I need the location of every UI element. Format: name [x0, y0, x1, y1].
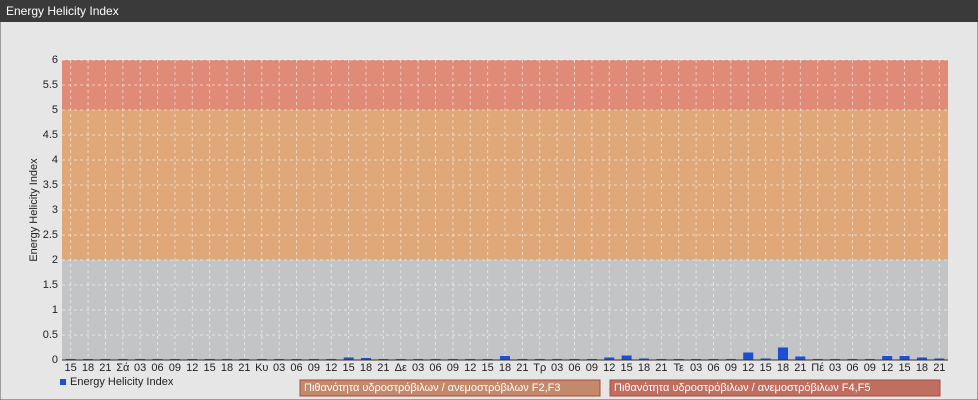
bar	[638, 358, 649, 360]
y-tick-label: 6	[52, 54, 58, 66]
x-tick-label: Σά	[116, 362, 130, 374]
y-tick-label: 0.5	[43, 329, 58, 341]
y-tick-label: 1	[52, 304, 58, 316]
y-tick-label: 1.5	[43, 279, 58, 291]
bar	[500, 356, 510, 360]
bar	[882, 356, 893, 360]
x-tick-label: 15	[620, 362, 632, 374]
chart-title: Energy Helicity Index	[6, 4, 119, 18]
y-tick-label: 3	[52, 204, 58, 216]
band-legend-label: Πιθανότητα υδροστρόβιλων / ανεμοστρόβιλω…	[614, 382, 871, 394]
x-tick-label: 09	[725, 362, 737, 374]
x-tick-label: 03	[134, 362, 146, 374]
x-tick-label: 21	[516, 362, 528, 374]
x-tick-label: 15	[482, 362, 494, 374]
x-tick-label: 15	[65, 362, 77, 374]
y-tick-label: 5	[52, 104, 58, 116]
y-tick-label: 0	[52, 354, 58, 366]
x-tick-label: Πέ	[811, 362, 824, 374]
x-tick-label: 21	[238, 362, 250, 374]
x-tick-label: 18	[499, 362, 511, 374]
x-tick-label: 03	[551, 362, 563, 374]
x-tick-label: 18	[360, 362, 372, 374]
band-legend-label: Πιθανότητα υδροστρόβιλων / ανεμοστρόβιλω…	[304, 382, 561, 394]
x-tick-label: Κυ	[255, 362, 268, 374]
x-tick-label: 12	[464, 362, 476, 374]
x-tick-label: 12	[186, 362, 198, 374]
x-tick-label: 09	[169, 362, 181, 374]
title-bar	[0, 0, 978, 22]
x-tick-label: 21	[99, 362, 111, 374]
bar	[343, 357, 354, 360]
bar	[604, 357, 615, 360]
x-tick-label: 06	[568, 362, 580, 374]
x-tick-label: 09	[447, 362, 459, 374]
x-tick-label: 21	[933, 362, 945, 374]
x-tick-label: 09	[864, 362, 876, 374]
x-tick-label: 12	[603, 362, 615, 374]
x-tick-label: 09	[586, 362, 598, 374]
x-tick-label: 18	[638, 362, 650, 374]
y-axis-label: Energy Helicity Index	[28, 158, 40, 262]
bar	[934, 358, 945, 360]
x-tick-label: 18	[777, 362, 789, 374]
x-tick-label: Τε	[674, 362, 685, 374]
bar	[795, 356, 806, 360]
x-tick-label: 12	[742, 362, 754, 374]
x-tick-label: 21	[794, 362, 806, 374]
x-tick-label: 18	[82, 362, 94, 374]
bar	[621, 355, 632, 360]
x-tick-label: 21	[655, 362, 667, 374]
y-tick-label: 4	[52, 154, 58, 166]
x-tick-label: 06	[846, 362, 858, 374]
y-tick-label: 2	[52, 254, 58, 266]
y-tick-label: 4.5	[43, 129, 58, 141]
x-tick-label: 18	[221, 362, 233, 374]
x-tick-label: 15	[759, 362, 771, 374]
x-tick-label: 06	[707, 362, 719, 374]
x-tick-label: 06	[290, 362, 302, 374]
x-tick-label: Τρ	[533, 362, 546, 374]
band-legend-box	[609, 379, 941, 397]
x-tick-label: 12	[325, 362, 337, 374]
x-tick-label: 03	[412, 362, 424, 374]
bar	[777, 347, 788, 360]
x-tick-label: 03	[690, 362, 702, 374]
y-tick-label: 2.5	[43, 229, 58, 241]
legend-label: Energy Helicity Index	[70, 376, 174, 388]
x-tick-label: 09	[308, 362, 320, 374]
bar	[361, 358, 372, 360]
bar	[743, 352, 754, 360]
x-tick-label: 06	[429, 362, 441, 374]
legend-swatch	[60, 379, 66, 385]
x-tick-label: 15	[204, 362, 216, 374]
x-tick-label: 15	[343, 362, 355, 374]
x-tick-label: 03	[829, 362, 841, 374]
x-tick-label: 03	[273, 362, 285, 374]
y-tick-label: 3.5	[43, 179, 58, 191]
x-tick-label: 15	[898, 362, 910, 374]
bar	[760, 358, 771, 360]
bar	[899, 356, 910, 360]
x-tick-label: 06	[151, 362, 163, 374]
bar	[916, 357, 927, 360]
x-tick-label: 18	[916, 362, 928, 374]
y-tick-label: 5.5	[43, 79, 58, 91]
x-tick-label: Δε	[395, 362, 407, 374]
x-tick-label: 21	[377, 362, 389, 374]
band-legend-box	[299, 379, 601, 397]
x-tick-label: 12	[881, 362, 893, 374]
